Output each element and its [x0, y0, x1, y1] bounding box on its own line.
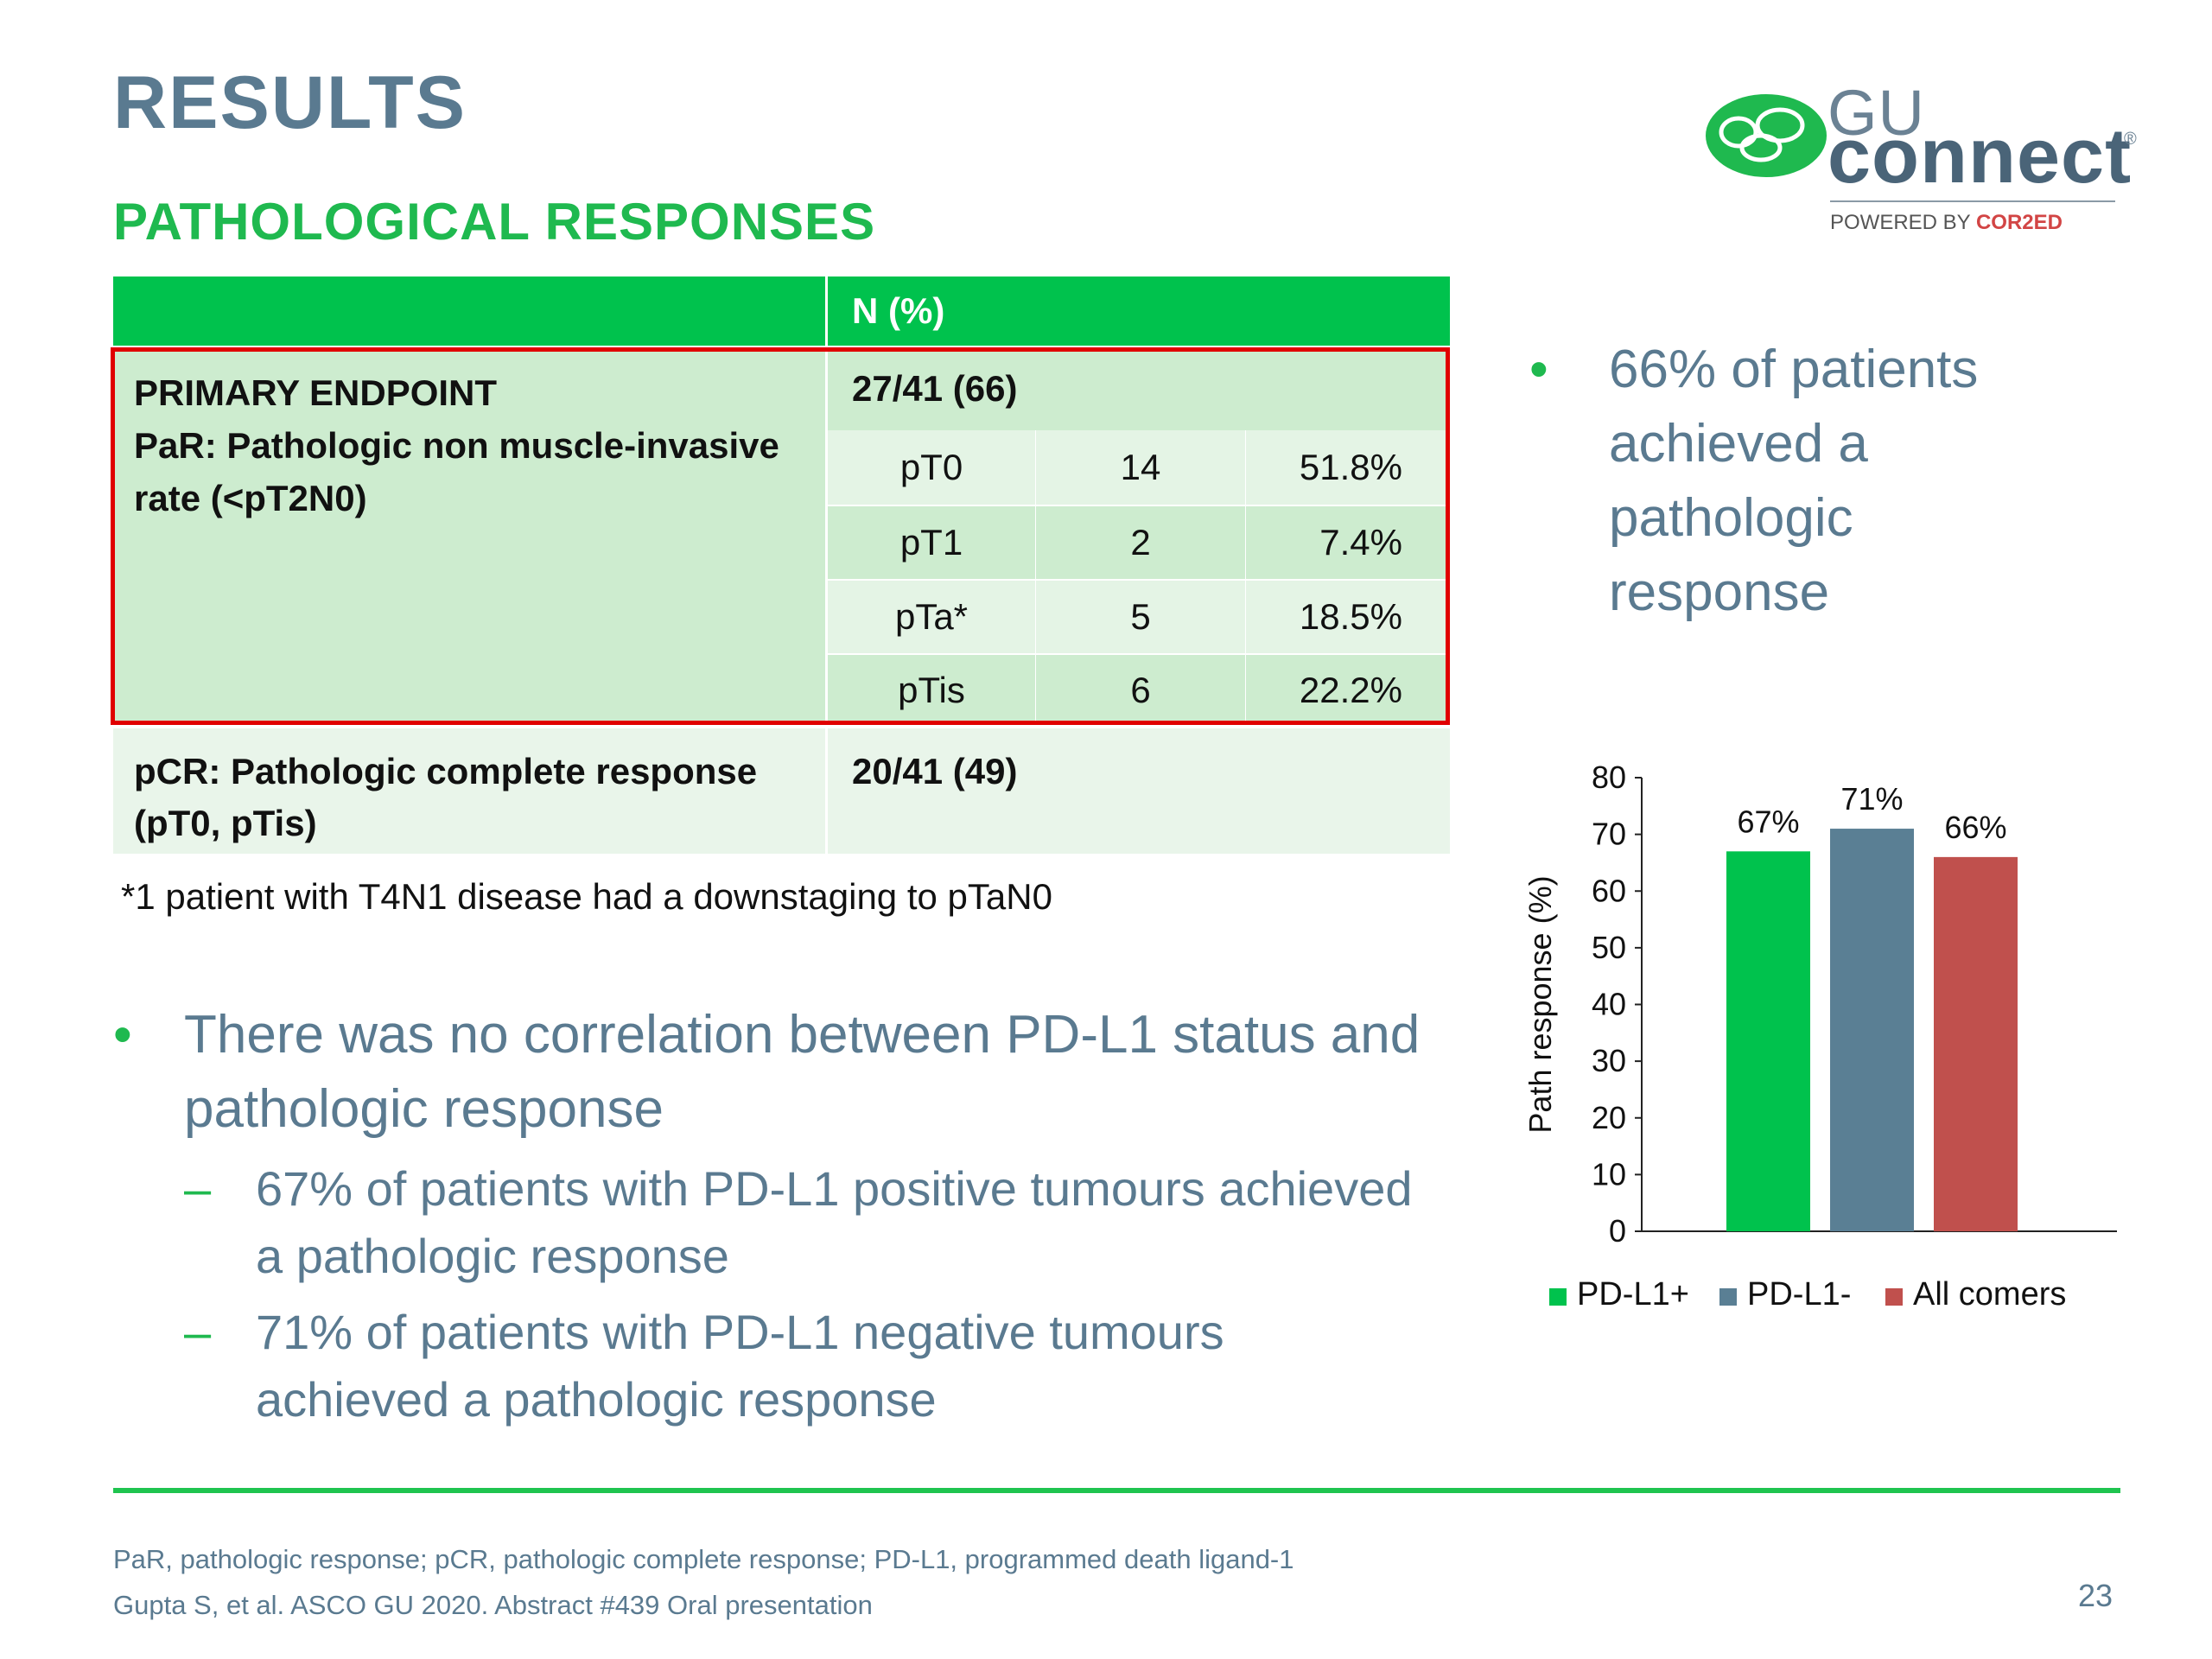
- table-header-n-pct: N (%): [828, 276, 1450, 346]
- page-number: 23: [2078, 1578, 2113, 1613]
- pcr-label: pCR: Pathologic complete response (pT0, …: [113, 728, 825, 854]
- y-tick-label: 20: [1592, 1100, 1626, 1135]
- primary-endpoint-desc-line2: rate (<pT2N0): [134, 478, 367, 518]
- y-tick-label: 70: [1592, 817, 1626, 852]
- bullet-dot: •: [113, 1005, 132, 1065]
- legend-swatch: [1885, 1288, 1903, 1306]
- y-tick-label: 0: [1609, 1213, 1626, 1249]
- page-title: RESULTS: [113, 61, 467, 144]
- y-tick-label: 30: [1592, 1043, 1626, 1078]
- legend-swatch: [1549, 1288, 1567, 1306]
- pct-cell: 22.2%: [1246, 655, 1450, 725]
- primary-endpoint-label: PRIMARY ENDPOINT PaR: Pathologic non mus…: [113, 347, 825, 725]
- bar-0: [1726, 851, 1810, 1231]
- logo-text-connect: connect: [1827, 113, 2133, 200]
- bullet-right: • 66% of patients achieved a pathologic …: [1529, 333, 2048, 622]
- n-cell: 5: [1036, 581, 1245, 653]
- sub-bullet-dash: –: [184, 1161, 212, 1216]
- bar-data-label: 67%: [1737, 804, 1799, 839]
- y-tick-label: 40: [1592, 987, 1626, 1022]
- y-tick-label: 60: [1592, 873, 1626, 908]
- pcr-label-line2: (pT0, pTis): [134, 803, 317, 843]
- sub-bullet-1-text: 67% of patients with PD-L1 positive tumo…: [256, 1161, 1413, 1283]
- bar-data-label: 71%: [1840, 781, 1903, 817]
- bullet-main: • There was no correlation between PD-L1…: [113, 998, 1420, 1139]
- n-cell: 14: [1036, 430, 1245, 505]
- y-tick-label: 80: [1592, 760, 1626, 795]
- bar-2: [1934, 856, 2018, 1231]
- primary-endpoint-desc-line1: PaR: Pathologic non muscle-invasive: [134, 425, 779, 466]
- footer-divider: [113, 1488, 2120, 1493]
- bullet-right-text: 66% of patients achieved a pathologic re…: [1609, 340, 1979, 622]
- sub-bullet-dash: –: [184, 1305, 212, 1359]
- pct-cell: 18.5%: [1246, 581, 1450, 653]
- abbreviations-text: PaR, pathologic response; pCR, pathologi…: [113, 1544, 1294, 1574]
- logo-text-gu: GU: [1827, 77, 1925, 149]
- section-subtitle: PATHOLOGICAL RESPONSES: [113, 193, 876, 251]
- logo-icon: [1706, 94, 1827, 177]
- y-axis-label: Path response (%): [1522, 875, 1558, 1133]
- pct-cell: 51.8%: [1246, 430, 1450, 505]
- legend-label: All comers: [1913, 1276, 2066, 1313]
- bullet-main-text: There was no correlation between PD-L1 s…: [184, 1005, 1421, 1139]
- logo-powered-prefix: POWERED BY: [1830, 211, 1976, 234]
- sub-bullet-2-text: 71% of patients with PD-L1 negative tumo…: [256, 1305, 1224, 1427]
- primary-endpoint-heading: PRIMARY ENDPOINT: [134, 372, 498, 413]
- bullet-dot: •: [1529, 340, 1548, 399]
- reference-text: Gupta S, et al. ASCO GU 2020. Abstract #…: [113, 1590, 873, 1620]
- stage-cell: pTa*: [828, 581, 1035, 653]
- pct-cell: 7.4%: [1246, 506, 1450, 579]
- logo-powered-by: POWERED BY COR2ED: [1830, 211, 2063, 235]
- n-cell: 2: [1036, 506, 1245, 579]
- primary-endpoint-value: 27/41 (66): [828, 347, 1450, 430]
- table-header-left: [113, 276, 825, 346]
- table-footnote: *1 patient with T4N1 disease had a downs…: [121, 876, 1052, 917]
- bar-data-label: 66%: [1944, 810, 2006, 845]
- legend-label: PD-L1+: [1577, 1276, 1689, 1313]
- pcr-value: 20/41 (49): [828, 728, 1450, 854]
- stage-cell: pT0: [828, 430, 1035, 505]
- y-tick-label: 50: [1592, 930, 1626, 965]
- logo-divider: [1830, 200, 2115, 202]
- y-tick-label: 10: [1592, 1156, 1626, 1192]
- stage-cell: pT1: [828, 506, 1035, 579]
- path-response-bar-chart: 0 10 20 30 40 50 60 70 80 Path response (%) 67% 71%…: [1522, 760, 2117, 1313]
- n-cell: 6: [1036, 655, 1245, 725]
- logo-registered-mark: ®: [2124, 130, 2137, 149]
- logo-powered-brand: COR2ED: [1975, 211, 2063, 234]
- legend-swatch: [1719, 1288, 1737, 1306]
- stage-cell: pTis: [828, 655, 1035, 725]
- pcr-label-line1: pCR: Pathologic complete response: [134, 751, 758, 791]
- legend-label: PD-L1-: [1747, 1276, 1851, 1313]
- primary-endpoint-highlight-box: [111, 347, 1450, 725]
- bar-1: [1830, 829, 1914, 1231]
